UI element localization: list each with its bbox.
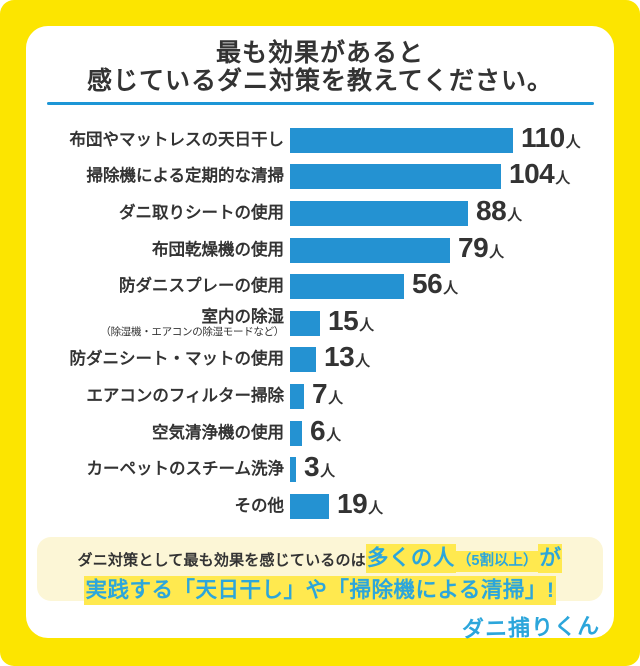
bar-chart: 布団やマットレスの天日干し 110人掃除機による定期的な清掃 104人ダニ取りシート… <box>26 122 614 525</box>
bar <box>290 200 468 226</box>
value-unit: 人 <box>320 463 335 481</box>
category-label: 布団やマットレスの天日干し <box>69 130 285 149</box>
category-label: 掃除機による定期的な清掃 <box>86 167 284 186</box>
chart-row: その他 19人 <box>26 488 614 525</box>
bar <box>290 274 404 300</box>
category-label: 布団乾燥機の使用 <box>152 240 284 259</box>
brand-logo: ダニ捕りくん <box>461 613 601 642</box>
bar <box>290 347 316 373</box>
value-unit: 人 <box>555 170 570 188</box>
category-label: その他 <box>234 496 285 515</box>
bar <box>290 493 329 519</box>
bar <box>290 420 302 446</box>
summary-conclusion-text: 実践する「天日干し」や「掃除機による清掃」! <box>84 576 556 605</box>
chart-row: 防ダニシート・マットの使用 13人 <box>26 342 614 379</box>
value-unit: 人 <box>443 280 458 298</box>
chart-row: ダニ取りシートの使用 88人 <box>26 195 614 232</box>
category-sublabel: （除湿機・エアコンの除湿モードなど） <box>100 325 284 338</box>
value-label: 15人 <box>328 304 374 336</box>
bar <box>290 310 320 336</box>
value-label: 6人 <box>310 414 341 446</box>
bar <box>290 237 450 263</box>
category-label: ダニ取りシートの使用 <box>119 203 284 222</box>
chart-row: 防ダニスプレーの使用 56人 <box>26 268 614 305</box>
bar <box>290 164 501 190</box>
category-label: 空気清浄機の使用 <box>152 423 284 442</box>
value-unit: 人 <box>507 206 522 224</box>
value-unit: 人 <box>565 133 581 151</box>
summary-intro-text: ダニ対策として最も効果を感じているのは <box>77 552 366 569</box>
value-label: 19人 <box>337 487 383 519</box>
category-label: カーペットのスチーム洗浄 <box>86 460 284 479</box>
chart-row: 布団やマットレスの天日干し 110人 <box>26 122 614 159</box>
bar <box>290 383 304 409</box>
bar <box>290 127 513 153</box>
value-label: 110人 <box>521 121 581 153</box>
value-unit: 人 <box>368 499 383 517</box>
value-label: 3人 <box>304 451 335 483</box>
value-unit: 人 <box>359 316 374 334</box>
chart-row: 掃除機による定期的な清掃 104人 <box>26 159 614 196</box>
value-label: 104人 <box>509 158 570 190</box>
chart-row: 布団乾燥機の使用 79人 <box>26 232 614 269</box>
infographic-card: 最も効果があると 感じているダニ対策を教えてください。 布団やマットレスの天日干… <box>26 26 614 642</box>
category-label: 防ダニスプレーの使用 <box>119 277 284 296</box>
summary-box: ダニ対策として最も効果を感じているのは多くの人 （5割以上）が 実践する「天日干し… <box>37 537 603 605</box>
summary-line2: 実践する「天日干し」や「掃除機による清掃」! <box>37 576 603 607</box>
value-label: 7人 <box>312 377 343 409</box>
value-label: 88人 <box>476 194 522 226</box>
chart-row: カーペットのスチーム洗浄 3人 <box>26 451 614 488</box>
value-unit: 人 <box>326 426 341 444</box>
summary-highlight-paren: （5割以上） <box>455 551 539 572</box>
page-title-line2: 感じているダニ対策を教えてください。 <box>86 67 553 95</box>
value-label: 79人 <box>458 231 504 263</box>
summary-line1: ダニ対策として最も効果を感じているのは多くの人 （5割以上）が <box>37 544 603 576</box>
value-unit: 人 <box>489 243 504 261</box>
category-label: 防ダニシート・マットの使用 <box>69 350 285 369</box>
chart-row: 室内の除湿 （除湿機・エアコンの除湿モードなど） 15人 <box>26 305 614 342</box>
value-label: 56人 <box>412 268 458 300</box>
bar <box>290 457 296 483</box>
summary-highlight-suffix: が <box>538 544 563 573</box>
value-unit: 人 <box>355 353 370 371</box>
chart-row: 空気清浄機の使用 6人 <box>26 415 614 452</box>
value-label: 13人 <box>324 341 370 373</box>
summary-highlight-main: 多くの人 <box>365 544 456 573</box>
value-unit: 人 <box>328 389 343 407</box>
chart-row: エアコンのフィルター掃除 7人 <box>26 378 614 415</box>
category-label: エアコンのフィルター掃除 <box>86 386 284 405</box>
category-label: 室内の除湿 （除湿機・エアコンの除湿モードなど） <box>26 308 290 338</box>
page-title-line1: 最も効果があると <box>215 39 424 67</box>
page-title: 最も効果があると 感じているダニ対策を教えてください。 <box>26 39 614 95</box>
title-underline <box>47 102 594 105</box>
